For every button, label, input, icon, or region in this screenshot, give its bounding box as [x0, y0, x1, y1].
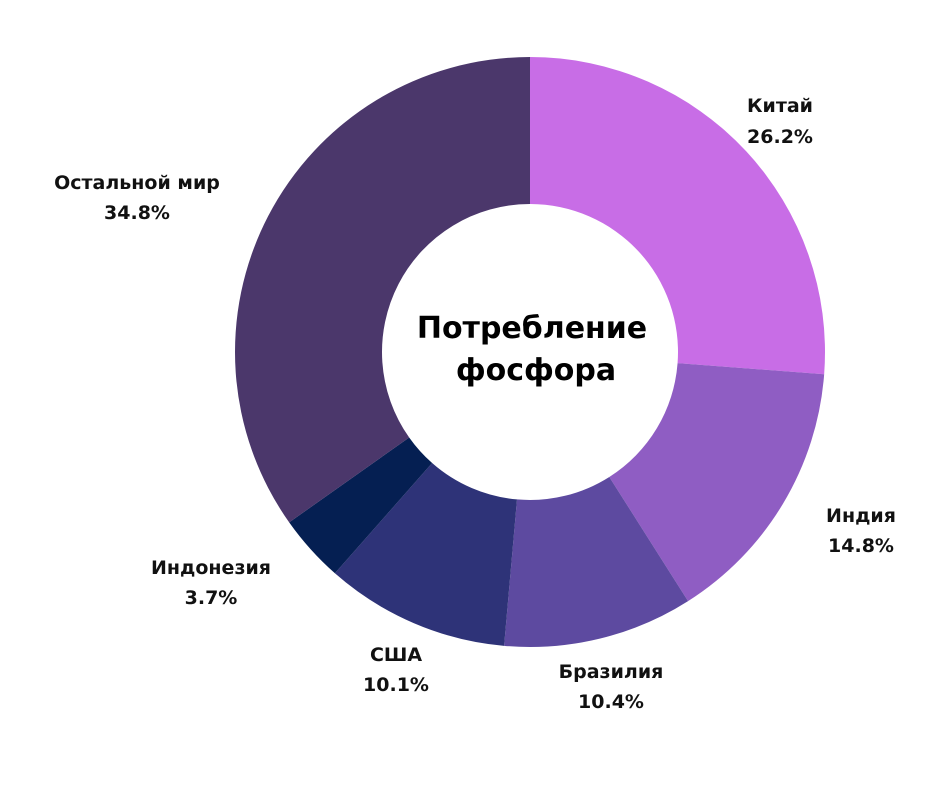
slice-label-2: Бразилия	[559, 661, 664, 683]
slice-label-1: Индия	[826, 505, 896, 527]
slice-label-5: Остальной мир	[54, 172, 220, 194]
slice-label-0: Китай	[747, 95, 813, 117]
slice-3	[334, 463, 517, 646]
slice-label-3: США	[370, 644, 422, 666]
labels-group: Китай 26.2% Индия 14.8% Бразилия 10.4% США 10.1…	[54, 95, 896, 713]
slice-label-4: Индонезия	[151, 557, 271, 579]
center-title-line-2: фосфора	[456, 353, 616, 388]
slice-value-label-0: 26.2%	[747, 126, 813, 148]
slices-group	[235, 57, 825, 648]
slice-1	[609, 363, 825, 602]
slice-value-label-5: 34.8%	[104, 202, 170, 224]
center-title: Потребление фосфора	[417, 311, 647, 388]
slice-value-label-3: 10.1%	[363, 674, 429, 696]
slice-value-label-1: 14.8%	[828, 535, 894, 557]
slice-value-label-2: 10.4%	[578, 691, 644, 713]
slice-0	[530, 57, 825, 375]
slice-2	[504, 476, 689, 648]
slice-4	[289, 437, 433, 574]
center-title-line-1: Потребление	[417, 311, 647, 346]
slice-value-label-4: 3.7%	[185, 587, 238, 609]
slice-5	[235, 57, 531, 523]
